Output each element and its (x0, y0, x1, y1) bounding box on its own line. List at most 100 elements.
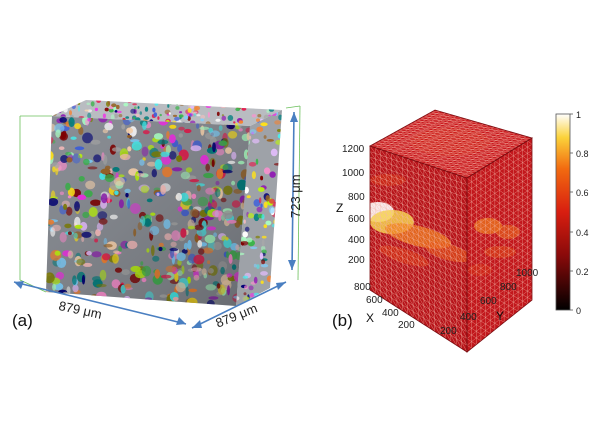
grain (266, 275, 273, 283)
mesh-line (513, 301, 519, 306)
mesh-line (391, 170, 398, 179)
mesh-line (407, 188, 414, 197)
mesh-line (380, 234, 387, 244)
mesh-line (499, 209, 505, 214)
mesh-line (380, 240, 387, 249)
mesh-line (494, 251, 500, 256)
mesh-line (522, 269, 528, 273)
mesh-line (513, 181, 519, 185)
mesh-line (439, 245, 446, 255)
mesh-line (375, 192, 381, 201)
mesh-line (504, 212, 509, 217)
panel-a-label: (a) (12, 311, 33, 330)
mesh-line (467, 224, 472, 229)
mesh-line (474, 142, 484, 144)
grain (116, 104, 120, 110)
mesh-line (517, 260, 523, 264)
mesh-line (418, 259, 425, 269)
mesh-line (391, 228, 398, 238)
mesh-line (471, 281, 477, 286)
mesh-line (527, 203, 532, 207)
mesh-line (407, 194, 414, 203)
mesh-line (375, 181, 381, 190)
mesh-line (412, 202, 419, 212)
mesh-line (485, 166, 491, 171)
mesh-line (527, 171, 532, 176)
mesh-line (396, 254, 403, 264)
mesh-line (527, 159, 532, 164)
mesh-line (375, 276, 381, 286)
mesh-line (380, 291, 387, 301)
mesh-line (499, 215, 505, 220)
mesh-line (506, 142, 516, 144)
mesh-line (380, 274, 387, 284)
mesh-line (370, 184, 376, 193)
mesh-line (429, 234, 435, 244)
mesh-line (385, 271, 392, 281)
mesh-line (508, 222, 514, 226)
mesh-line (504, 238, 509, 243)
mesh-line (461, 189, 467, 199)
mesh-line (439, 258, 446, 268)
mesh-line (456, 207, 462, 217)
mesh-line (445, 267, 452, 277)
grain (257, 187, 265, 192)
mesh-line (508, 228, 514, 233)
mesh-line (370, 162, 376, 171)
mesh-line (499, 222, 505, 227)
mesh-line (450, 172, 457, 182)
mesh-line (527, 272, 532, 276)
grain (218, 104, 224, 108)
mesh-line (380, 200, 387, 209)
mesh-line (467, 258, 472, 262)
y-tick: 1000 (516, 268, 539, 279)
grain (261, 103, 265, 108)
grain (260, 175, 264, 181)
mesh-line (456, 279, 462, 290)
mesh-line (480, 307, 486, 312)
grain (56, 105, 63, 111)
mesh-line (370, 284, 376, 294)
mesh-line (527, 190, 532, 195)
mesh-line (461, 308, 467, 319)
mesh-line (499, 274, 505, 278)
mesh-line (429, 284, 435, 294)
mesh-line (385, 219, 392, 229)
mesh-line (439, 213, 446, 223)
mesh-line (396, 178, 403, 187)
mesh-line (527, 290, 532, 294)
mesh-line (423, 274, 430, 285)
mesh-line (467, 291, 472, 296)
mesh-line (492, 151, 502, 153)
mesh-line (513, 187, 519, 192)
mesh-line (461, 268, 467, 279)
grain (69, 110, 72, 116)
mesh-line (467, 231, 472, 236)
grain (187, 116, 191, 121)
mesh-line (467, 184, 472, 189)
mesh-line (385, 214, 392, 223)
mesh-line (385, 283, 392, 293)
mesh-line (370, 278, 376, 288)
mesh-line (391, 187, 398, 197)
mesh-line (517, 253, 523, 258)
grain (132, 117, 136, 120)
mesh-line (504, 225, 509, 230)
mesh-line (508, 273, 514, 277)
mesh-line (499, 235, 505, 239)
mesh-line (439, 168, 446, 178)
grain (144, 100, 148, 103)
mesh-line (439, 226, 446, 236)
colorbar-tick: 0 (576, 306, 581, 316)
grain (276, 103, 282, 109)
mesh-line (508, 254, 514, 258)
mesh-line (456, 233, 462, 243)
mesh-line (380, 217, 387, 226)
mesh-line (485, 284, 491, 288)
mesh-line (470, 135, 480, 137)
mesh-line (434, 249, 441, 259)
mesh-line (402, 280, 408, 291)
mesh-line (434, 255, 441, 265)
mesh-line (396, 213, 403, 222)
grain (118, 114, 123, 118)
